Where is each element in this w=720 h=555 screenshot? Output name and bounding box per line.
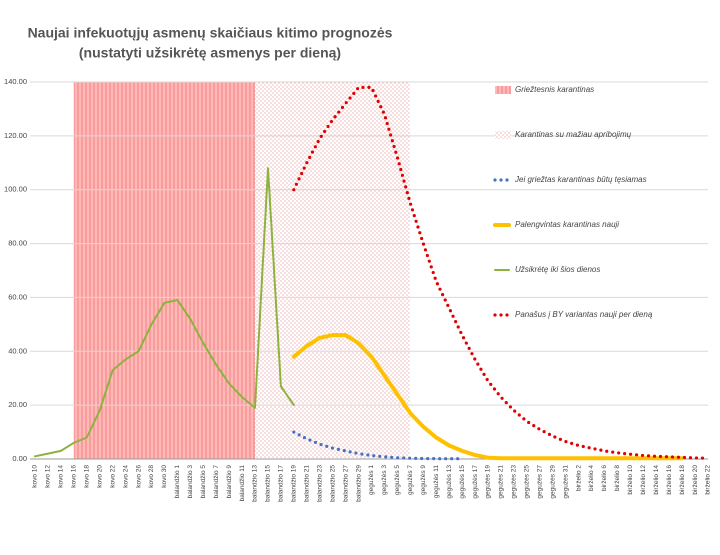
x-tick-label: gegužės 13	[446, 465, 453, 499]
legend-swatch	[495, 86, 511, 94]
x-tick-label: gegužės 21	[498, 465, 505, 499]
data-line	[292, 85, 710, 460]
data-line	[34, 167, 295, 458]
legend-label: Palengvintas karantinas nauji	[515, 220, 619, 229]
x-tick-label: birželio 16	[666, 465, 673, 495]
y-tick-label: 80.00	[8, 239, 27, 248]
chart-title: Naujai infekuotųjų asmenų skaičiaus kiti…	[28, 25, 393, 41]
x-tick-label: balandžio 17	[278, 465, 285, 502]
x-tick-label: gegužės 29	[549, 465, 556, 499]
legend-label: Karantinas su mažiau apribojimų	[515, 130, 632, 139]
x-tick-label: balandžio 9	[226, 465, 233, 499]
x-tick-label: gegužės 9	[420, 465, 427, 495]
x-tick-label: birželio 6	[601, 465, 608, 491]
x-tick-label: balandžio 13	[252, 465, 259, 502]
x-tick-label: kovo 20	[96, 465, 103, 488]
x-tick-label: gegužės 5	[394, 465, 401, 495]
x-tick-label: balandžio 25	[329, 465, 336, 502]
chart-subtitle: (nustatyti užsikrėtę asmenys per dieną)	[79, 45, 341, 61]
x-tick-label: balandžio 19	[291, 465, 298, 502]
shaded-band	[255, 82, 411, 459]
x-tick-label: kovo 12	[45, 465, 52, 488]
x-tick-label: balandžio 11	[239, 465, 246, 502]
x-tick-label: birželio 12	[640, 465, 647, 495]
y-tick-label: 20.00	[8, 400, 27, 409]
x-tick-label: birželio 22	[705, 465, 712, 495]
x-tick-label: balandžio 7	[213, 465, 220, 499]
x-tick-label: gegužės 1	[368, 465, 375, 495]
x-tick-label: birželio 14	[653, 465, 660, 495]
x-tick-label: gegužės 23	[511, 465, 518, 499]
data-line	[292, 430, 464, 461]
x-tick-label: balandžio 5	[200, 465, 207, 499]
x-tick-label: gegužės 31	[562, 465, 569, 499]
y-tick-label: 140.00	[4, 77, 27, 86]
x-tick-label: gegužės 15	[459, 465, 466, 499]
x-tick-label: birželio 2	[575, 465, 582, 491]
x-tick-label: gegužės 27	[536, 465, 543, 499]
x-tick-label: gegužės 11	[433, 465, 440, 499]
x-tick-label: kovo 14	[58, 465, 65, 488]
x-tick-label: kovo 26	[135, 465, 142, 488]
x-tick-label: balandžio 1	[174, 465, 181, 499]
y-tick-label: 0.00	[12, 454, 27, 463]
x-tick-label: gegužės 7	[407, 465, 414, 495]
x-tick-label: gegužės 3	[381, 465, 388, 495]
x-tick-label: kovo 22	[109, 465, 116, 488]
y-tick-label: 60.00	[8, 292, 27, 301]
x-tick-label: kovo 16	[71, 465, 78, 488]
x-tick-label: kovo 30	[161, 465, 168, 488]
x-tick-label: kovo 24	[122, 465, 129, 488]
x-tick-label: birželio 4	[588, 465, 595, 491]
legend-swatch	[495, 131, 511, 139]
y-tick-label: 100.00	[4, 185, 27, 194]
x-tick-label: birželio 18	[679, 465, 686, 495]
y-tick-label: 40.00	[8, 346, 27, 355]
x-tick-label: balandžio 27	[342, 465, 349, 502]
legend-label: Griežtesnis karantinas	[515, 85, 594, 94]
x-tick-label: balandžio 29	[355, 465, 362, 502]
shaded-band	[73, 82, 256, 459]
x-tick-label: balandžio 3	[187, 465, 194, 499]
x-tick-label: birželio 10	[627, 465, 634, 495]
x-tick-label: balandžio 21	[304, 465, 311, 502]
legend-label: Panašus į BY variantas nauji per dieną	[515, 310, 653, 319]
x-tick-label: balandžio 15	[265, 465, 272, 502]
x-tick-label: kovo 18	[83, 465, 90, 488]
data-line	[291, 333, 685, 461]
x-tick-label: kovo 10	[32, 465, 39, 488]
x-tick-label: gegužės 19	[485, 465, 492, 499]
legend-label: Jei griežtas karantinas būtų tęsiamas	[514, 175, 647, 184]
x-tick-label: kovo 28	[148, 465, 155, 488]
x-tick-label: birželio 20	[692, 465, 699, 495]
y-tick-label: 120.00	[4, 131, 27, 140]
x-tick-label: birželio 8	[614, 465, 621, 491]
x-tick-label: gegužės 17	[472, 465, 479, 499]
x-tick-label: balandžio 23	[316, 465, 323, 502]
legend-label: Užsikrėtę iki šios dienos	[515, 265, 600, 274]
x-tick-label: gegužės 25	[524, 465, 531, 499]
